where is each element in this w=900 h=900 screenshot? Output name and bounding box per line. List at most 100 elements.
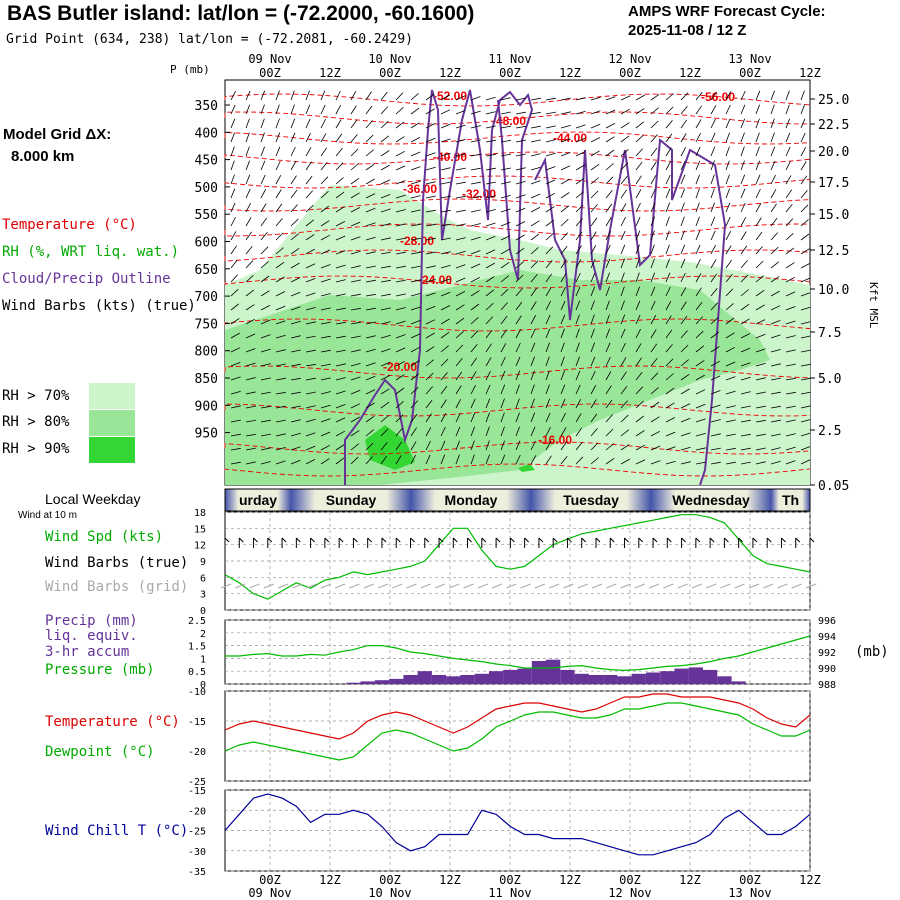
wind-barb <box>485 440 490 451</box>
wind-barb <box>245 318 255 325</box>
weekday-band <box>225 489 291 511</box>
bottom-time-tick-label: 00Z <box>739 873 761 887</box>
wind-barb <box>515 315 522 325</box>
wind-barb <box>440 454 446 465</box>
y-tick-label: -10 <box>188 687 206 698</box>
temperature-contour <box>224 249 811 263</box>
wind-barb <box>545 273 553 283</box>
wind-barb <box>245 202 251 213</box>
wind-barb <box>410 223 421 227</box>
temperature-contour <box>224 275 811 289</box>
wind-barb <box>305 432 316 437</box>
wind-barb <box>695 146 701 157</box>
wind-barb <box>425 223 436 227</box>
wind-barb <box>275 118 280 129</box>
wind-barb <box>560 125 571 129</box>
wind-barb <box>755 260 764 269</box>
wind-barb <box>635 400 644 409</box>
wind-barb <box>575 177 585 185</box>
wind-barb <box>380 375 391 381</box>
wind-barb <box>590 163 600 171</box>
wind-barb <box>530 315 537 325</box>
wind-barb <box>755 377 766 381</box>
y-tick-label: 18 <box>194 508 206 519</box>
wind-barb <box>305 292 316 297</box>
pressure-label: Pressure (mb) <box>45 662 155 678</box>
wind-barb <box>575 356 580 367</box>
wind-barb <box>800 363 811 367</box>
wind-barb <box>560 342 565 353</box>
wind-barb <box>395 334 406 339</box>
wind-barb <box>530 247 539 255</box>
wind-barb <box>785 233 794 241</box>
wind-barb <box>545 426 551 437</box>
wind-barb <box>665 133 673 143</box>
wind-barb <box>620 244 626 255</box>
wind-barb <box>245 90 251 101</box>
wind-barb <box>320 363 331 367</box>
wind-barb <box>695 230 701 241</box>
wind-barb <box>755 405 766 409</box>
wind-barb <box>545 192 555 199</box>
wind-barb <box>350 443 360 451</box>
precip-bar <box>674 668 689 684</box>
wind-barb <box>680 92 689 101</box>
wind-barb <box>305 418 316 423</box>
wind-barb <box>365 222 376 227</box>
height-tick-label: 17.5 <box>818 176 849 191</box>
wind-barb <box>545 441 552 451</box>
precip-bar <box>531 661 547 684</box>
wind-barb <box>440 440 446 451</box>
wind-barb <box>680 272 686 283</box>
wind-barb <box>260 447 271 451</box>
wind-barb <box>290 104 295 115</box>
precip-bar <box>446 676 461 684</box>
height-tick-label: 2.5 <box>818 424 841 439</box>
wind-barb <box>410 265 421 269</box>
wind-barb <box>740 347 751 353</box>
bottom-time-tick-label: 12Z <box>319 873 341 887</box>
wind-barb <box>275 334 286 339</box>
wind-barb <box>710 404 721 409</box>
wind-barb <box>530 207 541 213</box>
wind-barb <box>665 301 672 311</box>
wind-barb <box>725 160 730 171</box>
wind-barb <box>410 360 420 367</box>
wind-barb <box>485 289 495 297</box>
grid-wind-barb <box>363 583 374 589</box>
wind-barb <box>590 342 595 353</box>
wind-barb <box>650 93 660 101</box>
wind-barb <box>245 217 252 227</box>
wind-barb <box>335 457 345 465</box>
precip-bar <box>717 676 732 684</box>
wind-barb <box>800 233 810 241</box>
wind-barb <box>785 104 790 115</box>
wind-barb <box>290 405 301 409</box>
wind-barb <box>275 276 285 283</box>
wind-barb <box>515 167 526 171</box>
wind-barb <box>410 427 417 437</box>
wind-barb <box>305 161 312 171</box>
grid-wind-barb <box>235 583 246 589</box>
wind-barb <box>710 188 715 199</box>
pressure-tick-label: 988 <box>818 680 836 691</box>
wind-barb <box>305 377 316 381</box>
wind-barb <box>290 146 296 157</box>
wind-barb <box>335 430 345 437</box>
wind-barb <box>770 349 781 353</box>
wind-barb <box>455 344 464 353</box>
wind-barb <box>620 230 626 241</box>
wind-barb <box>755 217 762 227</box>
wind-barb <box>440 167 451 171</box>
wind-barb <box>485 262 495 269</box>
wind-barb <box>755 104 760 115</box>
wind-barb <box>275 146 281 157</box>
wind-barb <box>260 90 266 101</box>
wind-barb <box>605 342 611 353</box>
wind-barb <box>230 202 236 213</box>
wind-barb <box>590 370 596 381</box>
wind-barb <box>515 180 526 185</box>
wind-barb <box>380 388 390 395</box>
wind-barb <box>755 203 762 213</box>
wind-barb <box>275 104 280 115</box>
